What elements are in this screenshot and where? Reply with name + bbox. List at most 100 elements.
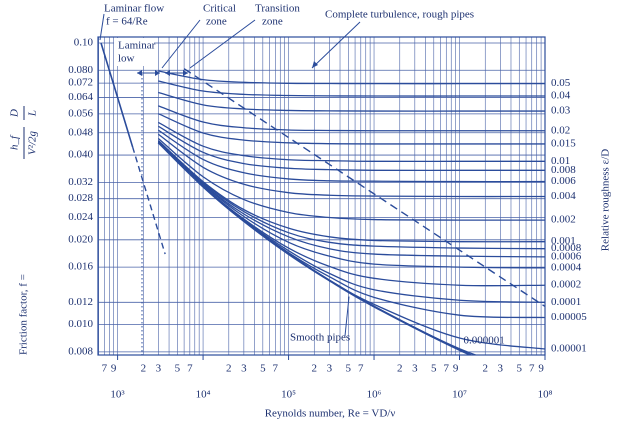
transition-line xyxy=(183,68,545,308)
x-decade-label: 10⁵ xyxy=(281,389,296,401)
roughness-label: 0.001 xyxy=(551,235,576,247)
x-tick-label: 3 xyxy=(156,363,162,375)
roughness-label: 0.03 xyxy=(551,105,571,117)
annotation: Laminar flow xyxy=(104,3,164,15)
x-tick-label: 7 xyxy=(187,363,193,375)
annotation: zone xyxy=(206,16,227,28)
y-axis-label: Friction factor, f = h_f V²/2g D L xyxy=(9,106,39,355)
roughness-curve xyxy=(157,133,545,198)
roughness-curve xyxy=(158,70,545,85)
y-axis-label-text: Friction factor, f = xyxy=(18,274,30,355)
x-tick-label: 3 xyxy=(241,363,247,375)
y-label-numerator: h_f xyxy=(9,134,21,150)
roughness-curve xyxy=(157,141,545,269)
x-tick-label: 7 xyxy=(444,363,450,375)
x-tick-label: 7 xyxy=(529,363,535,375)
x-decade-label: 10⁸ xyxy=(538,389,553,401)
roughness-curve xyxy=(158,125,545,172)
roughness-label: 0.0004 xyxy=(551,261,582,273)
laminar-dashed-line xyxy=(131,146,166,255)
annotation-leader xyxy=(161,19,201,69)
roughness-curve xyxy=(158,129,545,183)
roughness-label: 0.0002 xyxy=(551,279,581,291)
x-tick-label: 5 xyxy=(260,363,266,375)
roughness-curve xyxy=(157,141,545,303)
y-label-denominator-2: L xyxy=(27,110,39,117)
x-tick-label: 2 xyxy=(397,363,403,375)
smooth-pipes-leader xyxy=(344,296,350,337)
x-tick-label: 2 xyxy=(141,363,147,375)
roughness-curve xyxy=(157,140,545,250)
y-tick-label: 0.010 xyxy=(68,318,93,330)
annotation: f = 64/Re xyxy=(106,16,148,28)
y-tick-label: 0.064 xyxy=(68,91,93,103)
roughness-label: 0.0008 xyxy=(551,242,582,254)
roughness-label: 0.00005 xyxy=(551,311,587,323)
y-tick-label: 0.032 xyxy=(68,176,93,188)
x-decade-label: 10⁶ xyxy=(367,389,382,401)
roughness-curve xyxy=(157,137,545,221)
roughness-label: 0.006 xyxy=(551,175,576,187)
roughness-curve xyxy=(157,140,545,258)
roughness-label: 0.0006 xyxy=(551,250,582,262)
y2-axis-label: Relative roughness ε/D xyxy=(600,149,612,251)
x-tick-label: 9 xyxy=(538,363,544,375)
arrow-head xyxy=(137,70,160,76)
x-tick-label: 2 xyxy=(226,363,232,375)
annotation: low xyxy=(118,53,135,65)
y-tick-label: 0.056 xyxy=(68,107,93,119)
roughness-label: 0.0001 xyxy=(551,296,581,308)
y-tick-label: 0.040 xyxy=(68,149,93,161)
y-label-numerator-2: D xyxy=(9,109,21,118)
x-tick-label: 3 xyxy=(327,363,333,375)
x-tick-label: 9 xyxy=(453,363,459,375)
roughness-label: 0.015 xyxy=(551,137,576,149)
x-tick-label: 5 xyxy=(431,363,437,375)
annotation-leader xyxy=(189,19,256,69)
roughness-label: 0.008 xyxy=(551,164,576,176)
roughness-label: 0.04 xyxy=(551,90,571,102)
x-axis-label: Reynolds number, Re = VD/ν xyxy=(265,408,396,420)
y-tick-label: 0.012 xyxy=(68,296,93,308)
x-tick-label: 2 xyxy=(312,363,318,375)
y-label-denominator: V²/2g xyxy=(27,130,39,155)
roughness-curve xyxy=(157,141,545,319)
smooth-pipes-label: Smooth pipes xyxy=(290,332,350,344)
roughness-label: 0.000001 xyxy=(464,334,505,346)
x-tick-label: 9 xyxy=(111,363,117,375)
annotation: Critical xyxy=(203,3,236,15)
roughness-curve xyxy=(158,80,545,97)
y-tick-label: 0.020 xyxy=(68,233,93,245)
annotation: Transition xyxy=(255,3,300,15)
annotation-leader xyxy=(99,13,105,41)
x-tick-label: 7 xyxy=(358,363,364,375)
x-tick-label: 7 xyxy=(273,363,279,375)
roughness-curve xyxy=(158,113,545,145)
roughness-label: 0.002 xyxy=(551,214,576,226)
roughness-curve xyxy=(158,91,545,112)
roughness-curve xyxy=(157,141,545,287)
x-tick-label: 2 xyxy=(483,363,489,375)
x-decade-label: 10⁷ xyxy=(452,389,467,401)
roughness-label: 0.004 xyxy=(551,190,576,202)
x-tick-label: 5 xyxy=(175,363,181,375)
x-tick-label: 3 xyxy=(412,363,418,375)
roughness-label: 0.00001 xyxy=(551,343,587,355)
x-decade-label: 10⁴ xyxy=(196,389,211,401)
y-tick-label: 0.016 xyxy=(68,261,93,273)
plot-frame xyxy=(97,36,546,356)
x-tick-label: 3 xyxy=(498,363,504,375)
roughness-label: 0.02 xyxy=(551,124,570,136)
roughness-curve xyxy=(158,105,545,132)
y-tick-label: 0.048 xyxy=(68,126,93,138)
arrow-head xyxy=(312,61,318,68)
y-tick-label: 0.080 xyxy=(68,64,93,76)
x-tick-label: 7 xyxy=(102,363,108,375)
roughness-curve xyxy=(158,121,545,163)
annotation-bg xyxy=(114,38,154,66)
smooth-pipes-curve xyxy=(157,141,474,355)
y-tick-label: 0.028 xyxy=(68,192,93,204)
annotation-leader xyxy=(311,21,361,69)
laminar-line xyxy=(100,42,134,148)
